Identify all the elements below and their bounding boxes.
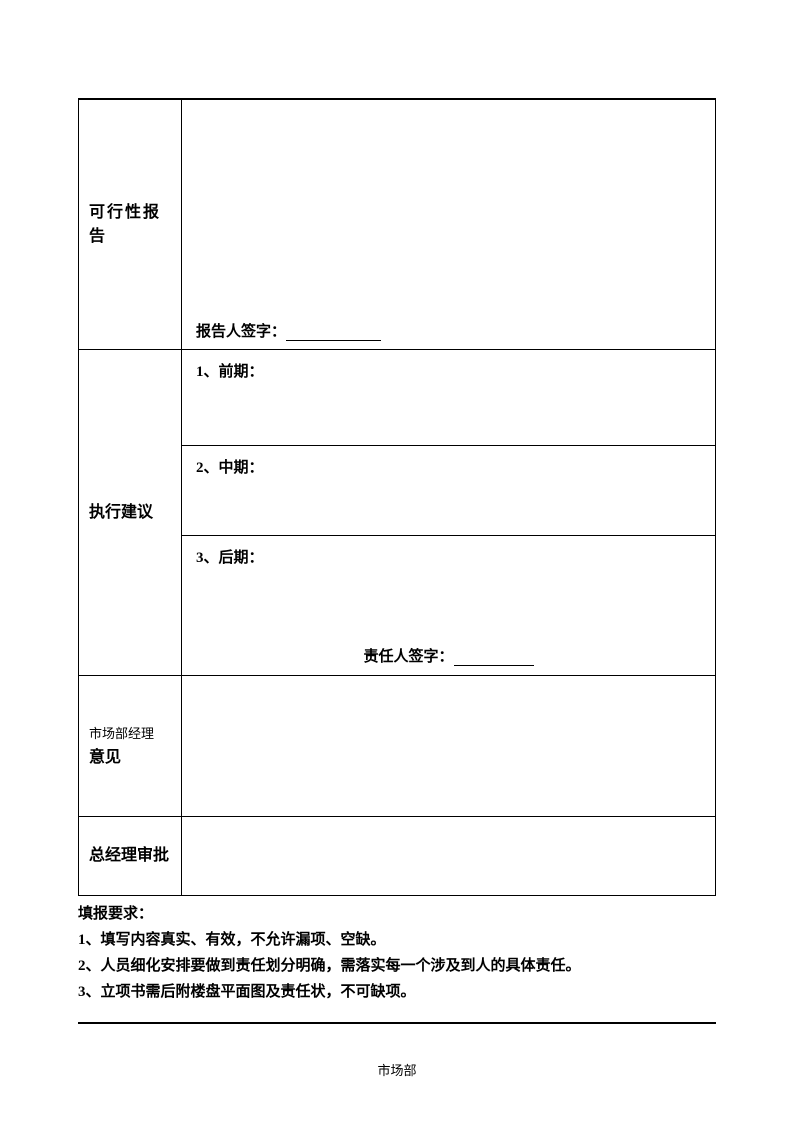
row-execution: 执行建议 1、前期： 2、中期： 3、后期： 责任人签字：: [79, 350, 716, 676]
cell-manager: [182, 676, 716, 817]
responsible-sign-line: 责任人签字：: [182, 645, 715, 666]
label-gm: 总经理审批: [79, 817, 182, 896]
label-gm-text: 总经理审批: [89, 847, 169, 864]
phase-late-label: 3、后期：: [196, 550, 264, 566]
phase-early: 1、前期：: [182, 350, 715, 446]
responsible-sign-underline: [454, 652, 534, 666]
reporter-sign-label: 报告人签字：: [196, 324, 286, 340]
manager-content: [182, 676, 715, 816]
page-container: 可行性报告 报告人签字： 执行建议 1、前期：: [0, 0, 794, 1024]
label-feasibility-text: 可行性报告: [89, 204, 161, 245]
form-table: 可行性报告 报告人签字： 执行建议 1、前期：: [78, 100, 716, 896]
requirements-title: 填报要求：: [78, 902, 716, 926]
requirement-item-3: 3、立项书需后附楼盘平面图及责任状，不可缺项。: [78, 980, 716, 1004]
reporter-sign-underline: [286, 327, 381, 341]
cell-feasibility: 报告人签字：: [182, 100, 716, 350]
responsible-sign-label: 责任人签字：: [363, 649, 453, 665]
row-gm-approval: 总经理审批: [79, 817, 716, 896]
gm-content: [182, 817, 715, 895]
label-manager-bold: 意见: [89, 749, 121, 766]
requirements-section: 填报要求： 1、填写内容真实、有效，不允许漏项、空缺。 2、人员细化安排要做到责…: [78, 902, 716, 1004]
requirement-item-1: 1、填写内容真实、有效，不允许漏项、空缺。: [78, 928, 716, 952]
execution-content: 1、前期： 2、中期： 3、后期： 责任人签字：: [182, 350, 715, 675]
feasibility-content: 报告人签字：: [182, 100, 715, 349]
phase-mid-label: 2、中期：: [196, 460, 264, 476]
row-feasibility: 可行性报告 报告人签字：: [79, 100, 716, 350]
requirement-item-2: 2、人员细化安排要做到责任划分明确，需落实每一个涉及到人的具体责任。: [78, 954, 716, 978]
cell-execution: 1、前期： 2、中期： 3、后期： 责任人签字：: [182, 350, 716, 676]
label-manager: 市场部经理 意见: [79, 676, 182, 817]
bottom-rule: [78, 1022, 716, 1024]
label-execution: 执行建议: [79, 350, 182, 676]
label-feasibility: 可行性报告: [79, 100, 182, 350]
row-manager-opinion: 市场部经理 意见: [79, 676, 716, 817]
page-footer: 市场部: [0, 1060, 794, 1079]
phase-mid: 2、中期：: [182, 446, 715, 536]
cell-gm: [182, 817, 716, 896]
phase-early-label: 1、前期：: [196, 364, 264, 380]
label-execution-text: 执行建议: [89, 504, 153, 521]
reporter-sign-line: 报告人签字：: [196, 320, 381, 341]
label-manager-small: 市场部经理: [89, 726, 154, 741]
phase-late: 3、后期： 责任人签字：: [182, 536, 715, 674]
